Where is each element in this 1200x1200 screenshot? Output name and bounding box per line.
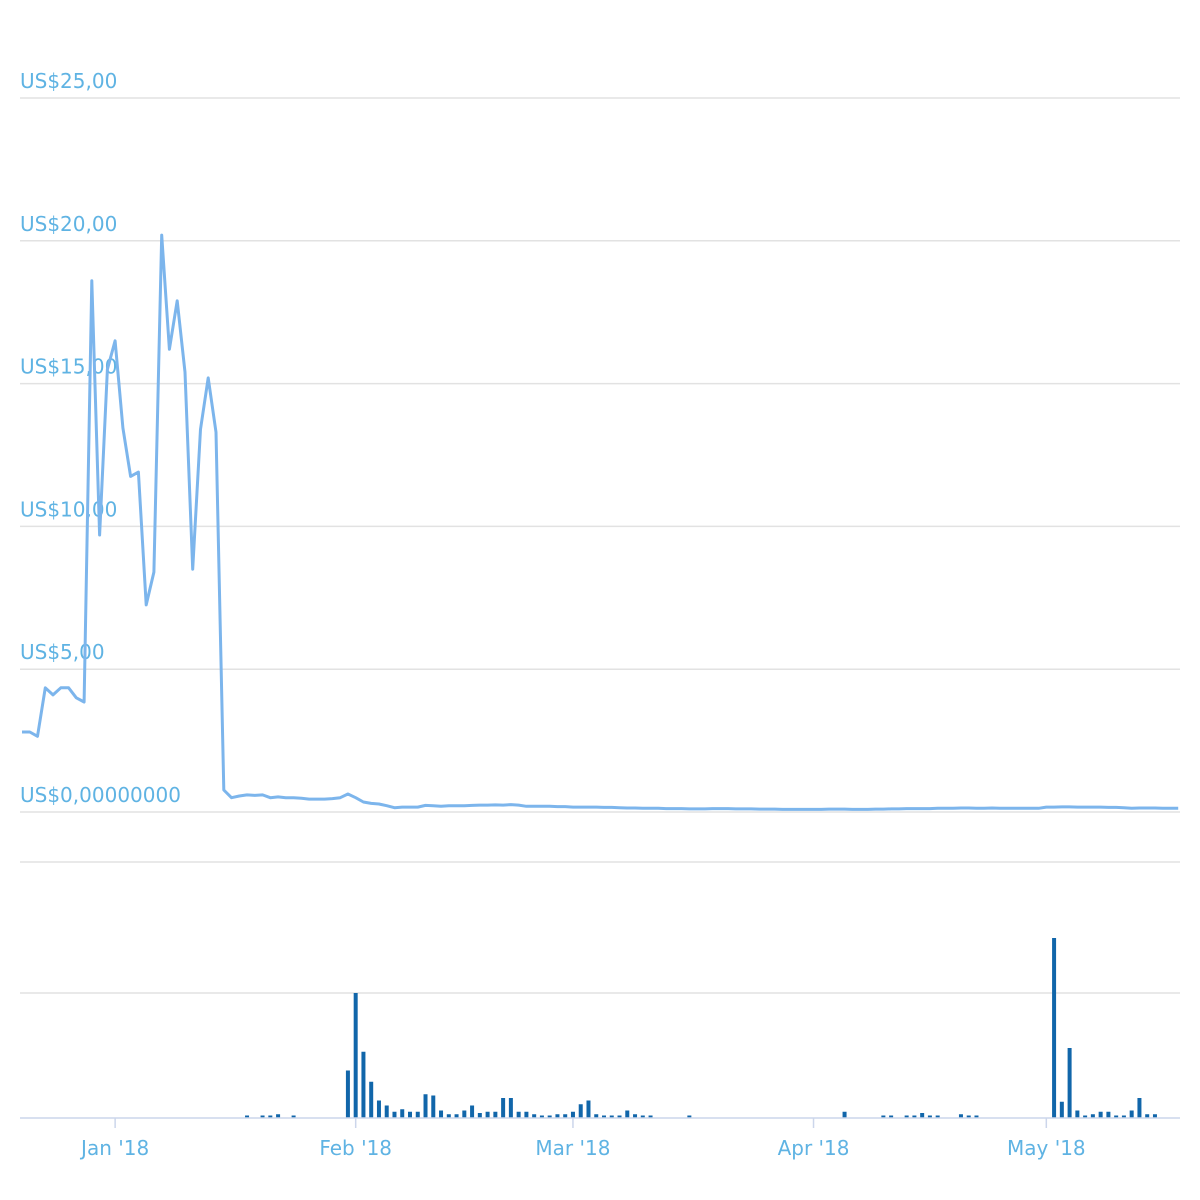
y-tick-label: US$10,00: [20, 497, 117, 521]
volume-bar: [1106, 1111, 1111, 1118]
volume-bar: [384, 1105, 389, 1118]
volume-bar: [1129, 1110, 1134, 1118]
x-tick-label: May '18: [1007, 1136, 1086, 1160]
x-tick-label: Mar '18: [535, 1136, 610, 1160]
volume-bar: [958, 1114, 963, 1118]
volume-bar: [974, 1115, 979, 1118]
volume-bar: [594, 1114, 599, 1118]
volume-bar: [260, 1115, 265, 1118]
y-tick-label: US$0,00000000: [20, 783, 181, 807]
volume-bar: [400, 1109, 405, 1118]
volume-bar: [376, 1100, 381, 1118]
volume-bar: [423, 1094, 428, 1118]
volume-bar: [539, 1115, 544, 1118]
volume-bar: [1121, 1115, 1126, 1118]
volume-bar: [555, 1114, 560, 1118]
volume-bar: [1059, 1101, 1064, 1118]
volume-bar: [361, 1051, 366, 1118]
volume-bar: [532, 1114, 537, 1118]
volume-bar: [353, 993, 358, 1118]
volume-bar: [508, 1098, 513, 1118]
volume-bar: [920, 1113, 925, 1118]
volume-bar: [369, 1081, 374, 1118]
volume-bar: [1075, 1110, 1080, 1118]
volume-bar: [462, 1110, 467, 1118]
volume-bar: [446, 1114, 451, 1118]
volume-bar: [617, 1115, 622, 1118]
volume-bar: [1098, 1111, 1103, 1118]
volume-bar: [1145, 1114, 1150, 1118]
x-tick-label: Feb '18: [319, 1136, 392, 1160]
volume-bar: [912, 1115, 917, 1118]
volume-bar: [547, 1115, 552, 1118]
volume-bar: [842, 1111, 847, 1118]
y-tick-label: US$15,00: [20, 355, 117, 379]
volume-bar: [477, 1113, 482, 1118]
volume-bar: [570, 1111, 575, 1118]
volume-bar: [470, 1105, 475, 1118]
volume-bar: [493, 1111, 498, 1118]
volume-bar: [415, 1111, 420, 1118]
price-line: [22, 233, 1179, 811]
volume-bar: [276, 1114, 281, 1118]
volume-bar: [889, 1115, 894, 1118]
volume-bar: [1137, 1098, 1142, 1118]
y-tick-label: US$5,00: [20, 640, 105, 664]
volume-bar: [602, 1115, 606, 1118]
y-tick-label: US$25,00: [20, 69, 117, 93]
volume-bar: [935, 1115, 940, 1118]
volume-bar: [345, 1070, 350, 1118]
volume-bar: [966, 1115, 971, 1118]
volume-bar: [431, 1095, 436, 1118]
volume-bar: [586, 1100, 591, 1118]
volume-bar: [1114, 1115, 1119, 1118]
volume-bar: [881, 1115, 886, 1118]
volume-bar: [408, 1111, 412, 1118]
volume-bar: [485, 1111, 490, 1118]
volume-bar: [524, 1111, 529, 1118]
volume-bar: [439, 1110, 444, 1118]
volume-bar: [501, 1098, 506, 1118]
volume-bar: [454, 1114, 459, 1118]
volume-bar: [392, 1111, 397, 1118]
volume-bar: [625, 1110, 630, 1118]
volume-bar: [640, 1115, 645, 1118]
volume-bar: [245, 1115, 250, 1118]
volume-bar: [633, 1114, 638, 1118]
volume-bar: [1052, 938, 1057, 1118]
volume-bar: [1083, 1115, 1088, 1118]
volume-bar: [291, 1115, 296, 1118]
volume-bar: [1152, 1114, 1157, 1118]
x-tick-label: Jan '18: [79, 1136, 149, 1160]
y-tick-label: US$20,00: [20, 212, 117, 236]
volume-bar: [563, 1114, 568, 1118]
volume-bar: [1090, 1114, 1095, 1118]
volume-bar: [578, 1104, 583, 1118]
volume-bar: [516, 1111, 521, 1118]
volume-bar: [904, 1115, 909, 1118]
volume-bar: [268, 1115, 273, 1118]
x-tick-label: Apr '18: [778, 1136, 850, 1160]
volume-bar: [609, 1115, 614, 1118]
volume-bar: [648, 1115, 653, 1118]
volume-bar: [927, 1115, 932, 1118]
volume-bar: [1067, 1048, 1072, 1118]
volume-bar: [687, 1115, 692, 1118]
